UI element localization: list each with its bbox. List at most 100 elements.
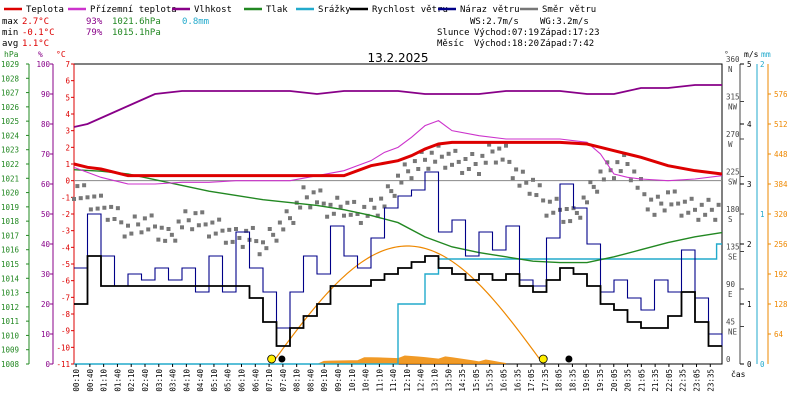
wind-dir-point (666, 190, 670, 195)
wind-dir-point (112, 217, 117, 221)
wind-dir-point (497, 146, 502, 151)
tick-label-hpa: 1026 (1, 103, 20, 112)
tick-label-ms: 5 (747, 60, 752, 69)
tick-label-deg-compass: N (728, 65, 733, 74)
tick-label-degc: 4 (65, 110, 70, 119)
wind-dir-point (190, 227, 195, 232)
tick-label-x: 04:10 (182, 369, 191, 392)
tick-label-x: 22:35 (679, 369, 688, 392)
wind-dir-point (524, 180, 529, 185)
wind-dir-point (652, 212, 657, 217)
wind-dir-point (335, 195, 340, 200)
tick-label-deg: 225 (726, 168, 740, 177)
tick-label-pct: 0 (45, 360, 50, 369)
wind-dir-point (703, 212, 708, 217)
wind-dir-point (625, 162, 630, 166)
legend-label-1: Přízemní teplota (90, 5, 177, 15)
wind-dir-point (328, 202, 333, 207)
wind-dir-point (180, 225, 184, 230)
temperature-series (73, 140, 723, 178)
tick-label-deg: 45 (726, 318, 735, 327)
wind-dir-point (261, 240, 265, 245)
wind-dir-point (284, 209, 289, 214)
wind-dir-point (672, 189, 677, 194)
tick-label-x: 20:35 (624, 369, 633, 392)
wind-dir-point (385, 184, 390, 189)
wind-dir-point (696, 217, 701, 222)
tick-label-x: 14:35 (458, 369, 467, 392)
wind-dir-point (622, 153, 627, 158)
wind-dir-point (487, 142, 492, 147)
wind-dir-point (348, 212, 353, 217)
tick-label-deg-compass: E (728, 290, 733, 299)
wind-dir-point (149, 213, 154, 218)
tick-label-deg: 360 (726, 55, 740, 64)
wind-dir-point (628, 178, 633, 183)
wind-dir-point (277, 220, 282, 225)
wind-dir-point (227, 227, 232, 232)
wind-dir-point (713, 217, 718, 222)
wind-dir-point (429, 150, 434, 155)
tick-label-hpa: 1013 (1, 289, 19, 298)
wind-dir-point (372, 205, 377, 210)
wind-dir-point (689, 196, 694, 201)
wind-dir-point (514, 167, 519, 172)
tick-label-x: 00:10 (72, 369, 81, 392)
tick-label-hpa: 1015 (1, 260, 19, 269)
wind-dir-point (676, 201, 681, 206)
wind-dir-point (716, 202, 721, 207)
wind-dir-point (507, 159, 512, 164)
wind-dir-point (423, 157, 427, 162)
sunrise-marker (267, 354, 277, 364)
wind-dir-point (531, 177, 535, 182)
tick-label-x: 12:40 (417, 369, 426, 392)
wind-dir-point (146, 227, 151, 232)
tick-label-pct: 10 (41, 330, 51, 339)
tick-label-degc: 3 (65, 127, 70, 136)
tick-label-x: 19:05 (582, 369, 591, 392)
wind-dir-point (240, 244, 245, 249)
wind-dir-point (369, 197, 373, 202)
tick-label-pct: 50 (41, 210, 51, 219)
wind-dir-point (85, 195, 90, 200)
wind-dir-point (601, 177, 606, 182)
tick-label-x: 16:35 (513, 369, 522, 392)
tick-label-pct: 30 (41, 270, 51, 279)
tick-label-rad: 192 (774, 270, 788, 279)
tick-label-x: 11:10 (375, 369, 384, 392)
wind-dir-point (220, 228, 225, 233)
tick-label-ms: 2 (747, 240, 752, 249)
wind-dir-point (362, 204, 367, 209)
wind-dir-point (237, 235, 242, 240)
wind-dir-point (686, 210, 691, 215)
wind-dir-point (102, 205, 107, 210)
wind-dir-point (126, 223, 130, 228)
wind-dir-point (493, 160, 498, 165)
tick-label-hpa: 1017 (1, 231, 19, 240)
stat-max-hum: 93% (86, 17, 103, 27)
wind-dir-point (244, 228, 249, 233)
tick-label-x: 08:40 (306, 369, 315, 392)
legend-label-2: Vlhkost (194, 5, 232, 15)
wind-dir-point (234, 227, 238, 231)
tick-label-hpa: 1022 (1, 160, 19, 169)
tick-label-hpa: 1027 (1, 89, 19, 98)
tick-label-degc: 0 (65, 177, 70, 186)
wind-dir-point (223, 240, 228, 245)
wind-dir-point (345, 200, 350, 205)
wind-dir-point (331, 211, 336, 216)
sun-set: Západ:17:23 (540, 28, 600, 38)
wind-dir-point (669, 202, 674, 207)
tick-label-rad: 320 (774, 210, 788, 219)
tick-label-rad: 256 (774, 240, 788, 249)
wind-dir-point (325, 214, 330, 219)
wind-dir-point (450, 162, 454, 167)
tick-label-hpa: 1009 (1, 346, 19, 355)
tick-label-deg: 90 (726, 280, 736, 289)
tick-label-pct: 100 (36, 60, 50, 69)
tick-label-pct: 70 (41, 150, 51, 159)
wind-dir-point (274, 238, 279, 243)
wind-dir-point (379, 196, 384, 201)
